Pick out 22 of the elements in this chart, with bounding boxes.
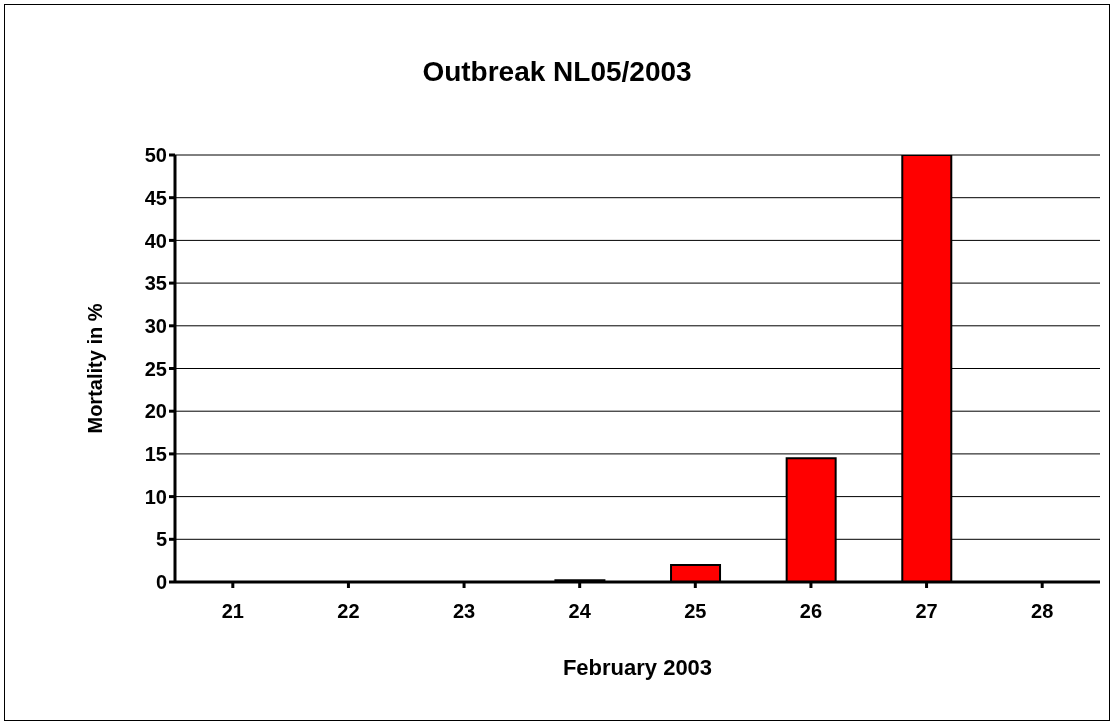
y-axis-title: Mortality in % <box>84 303 107 434</box>
chart-title: Outbreak NL05/2003 <box>421 56 693 88</box>
x-tick-label: 27 <box>915 600 938 623</box>
y-tick-label: 40 <box>144 229 167 252</box>
x-tick-label: 21 <box>221 600 244 623</box>
y-tick-label: 15 <box>144 443 167 465</box>
y-tick-label: 45 <box>144 186 167 209</box>
x-tick-label: 23 <box>452 600 476 623</box>
x-tick-label: 25 <box>684 600 707 623</box>
x-tick-label: 24 <box>568 600 592 623</box>
y-tick-label: 10 <box>144 485 167 508</box>
y-tick-label: 0 <box>155 571 167 594</box>
y-tick-label: 50 <box>144 144 167 167</box>
x-axis-title: February 2003 <box>562 655 713 680</box>
x-tick-label: 28 <box>1031 600 1054 623</box>
y-tick-label: 5 <box>155 528 167 551</box>
x-tick-label: 22 <box>337 600 360 623</box>
y-tick-label: 35 <box>144 272 167 295</box>
y-tick-label: 30 <box>144 314 167 337</box>
y-tick-label: 20 <box>144 400 167 423</box>
x-tick-label: 26 <box>799 600 823 623</box>
y-tick-label: 25 <box>144 357 167 380</box>
